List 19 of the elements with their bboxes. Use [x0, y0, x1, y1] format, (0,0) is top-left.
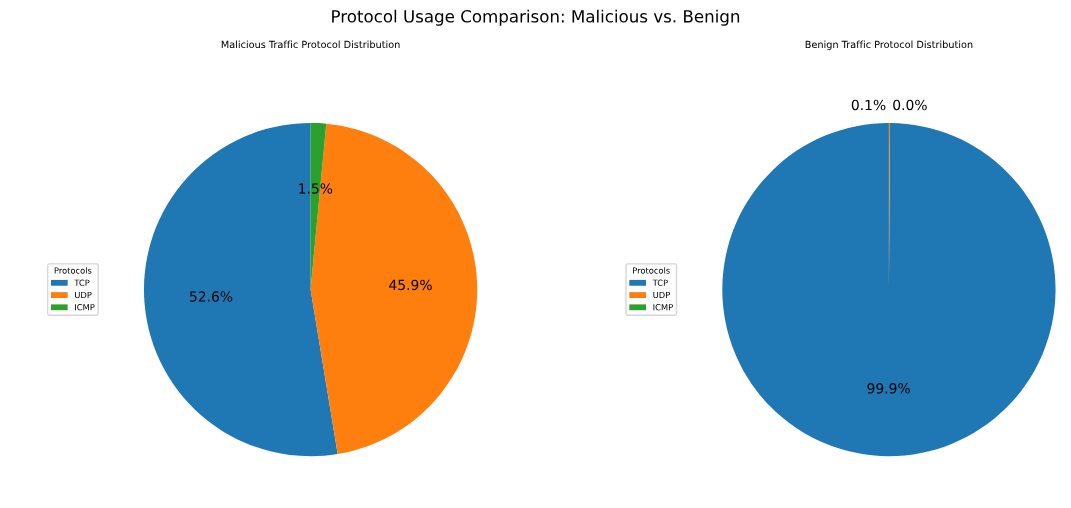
data-label: 0.1% [851, 99, 886, 111]
legend-label: UDP [75, 291, 92, 299]
legend-label: ICMP [653, 304, 673, 311]
text: Protocol Usage Comparison: Malicious vs. Benign [332, 9, 740, 26]
pie-slice [143, 122, 338, 457]
legend-label: TCP [74, 279, 90, 286]
data-label: 99.9% [867, 383, 910, 394]
legend-title: Protocols [54, 267, 92, 274]
pie-slice [722, 122, 1056, 457]
data-label: 1.5% [299, 183, 333, 194]
legend-title: Protocols [633, 267, 670, 274]
text: 0.0% [893, 99, 927, 111]
chart-title: Malicious Traffic Protocol Distribution [221, 40, 400, 49]
legend-label: ICMP [75, 304, 95, 311]
data-label: 45.9% [389, 279, 432, 291]
chart-title: Benign Traffic Protocol Distribution [805, 40, 973, 50]
legend-label: UDP [653, 291, 670, 299]
legend-label: TCP [652, 279, 668, 286]
data-label: 52.6% [189, 291, 233, 302]
